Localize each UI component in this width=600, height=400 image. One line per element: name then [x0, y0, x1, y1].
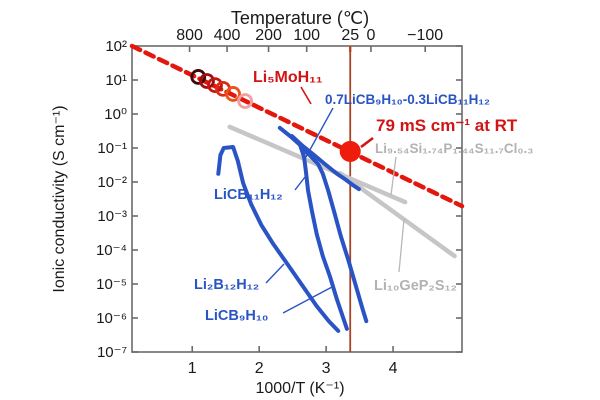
axis-ticks: 1 2 3 4 800 400 200 100 25 0 −100 10² 10¹ 10⁰ 10⁻¹ 10⁻²…: [96, 27, 462, 377]
lgps-cl-label: Li₉.₅₄Si₁.₇₄P₁.₄₄S₁₁.₇Cl₀.₃: [375, 141, 533, 156]
lgps-cl-pointer-line: [390, 156, 397, 196]
curve-lgps: [337, 170, 457, 259]
li2b12h12-pointer-line: [265, 263, 285, 284]
curve-solid_solution: [290, 134, 361, 192]
licb9h10-pointer-line: [282, 286, 333, 314]
y-tick-label: 10⁻⁵: [96, 276, 127, 293]
y-tick-label: 10⁻³: [97, 208, 127, 225]
licb11h12-label: LiCB₁₁H₁₂: [214, 187, 283, 203]
temperature-tick-label: 0: [367, 27, 376, 44]
x-tick-label: 3: [322, 360, 331, 377]
x-tick-label: 2: [255, 360, 264, 377]
y-tick-label: 10²: [105, 38, 127, 55]
li5moh11-label: Li₅MoH₁₁: [253, 69, 323, 86]
temperature-tick-label: 800: [176, 27, 203, 44]
x-axis-label: 1000/T (K⁻¹): [255, 380, 344, 397]
rt-value-label: 79 mS cm⁻¹ at RT: [376, 116, 518, 135]
li5moh11-point: [207, 77, 223, 93]
curve-licb9h10: [300, 147, 369, 324]
top-axis-title: Temperature (℃): [231, 8, 369, 28]
temperature-tick-label: 200: [255, 27, 282, 44]
y-tick-label: 10¹: [105, 72, 127, 89]
temperature-tick-label: 25: [341, 27, 359, 44]
li5moh11-point: [199, 73, 215, 89]
temperature-tick-label: −100: [407, 27, 443, 44]
lgps-label: Li₁₀GeP₂S₁₂: [374, 278, 457, 294]
y-axis-label: Ionic conductivity (S cm⁻¹): [51, 105, 68, 292]
temperature-tick-label: 400: [214, 27, 241, 44]
rt-value-pointer-line: [360, 136, 374, 149]
plot-border: [131, 45, 463, 353]
li5moh11-measured-points: [190, 69, 254, 109]
data-curves: [129, 43, 465, 333]
y-tick-label: 10⁻¹: [97, 140, 127, 157]
solid-solution-pointer-line: [305, 107, 334, 158]
licb9h10-label: LiCB₉H₁₀: [205, 308, 268, 324]
y-tick-label: 10⁻⁶: [96, 310, 127, 327]
y-tick-label: 10⁻²: [97, 174, 127, 191]
solid-solution-label: 0.7LiCB₉H₁₀-0.3LiCB₁₁H₁₂: [325, 92, 490, 107]
li5moh11-point: [237, 93, 254, 109]
temperature-tick-label: 100: [293, 27, 320, 44]
li5moh11-point: [190, 69, 207, 85]
li5moh11-pointer-line: [300, 86, 312, 105]
licb11h12-pointer-line: [294, 176, 306, 191]
li5moh11-point: [225, 86, 241, 102]
rt-conductivity-point: [339, 140, 361, 162]
y-tick-label: 10⁻⁴: [96, 242, 127, 259]
li2b12h12-label: Li₂B₁₂H₁₂: [194, 277, 259, 293]
curve-li5moh11_extrapolation: [129, 43, 465, 209]
curve-li2b12h12: [216, 145, 341, 333]
x-tick-label: 4: [389, 360, 398, 377]
x-tick-label: 1: [188, 360, 197, 377]
y-tick-label: 10⁻⁷: [97, 344, 127, 361]
y-tick-label: 10⁰: [104, 106, 127, 123]
lgps-pointer-line: [398, 218, 405, 273]
